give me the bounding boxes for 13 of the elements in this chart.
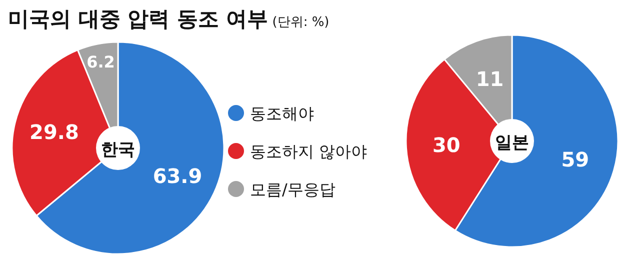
text: 일본 — [495, 133, 529, 153]
legend-label: 동조하지 않아야 — [250, 142, 368, 161]
chart-subtitle: (단위: %) — [272, 15, 330, 30]
data-label: 59 — [561, 147, 590, 172]
legend-label: 모름/무응답 — [250, 180, 336, 199]
data-label: 63.9 — [152, 164, 202, 188]
chart-title: 미국의 대중 압력 동조 여부 — [8, 7, 268, 31]
data-label: 29.8 — [30, 120, 79, 144]
legend-label: 동조해야 — [250, 104, 314, 123]
data-label: 11 — [476, 67, 504, 92]
data-label: 30 — [432, 133, 460, 158]
data-label: 6.2 — [86, 52, 115, 72]
text: 한국 — [101, 140, 135, 160]
